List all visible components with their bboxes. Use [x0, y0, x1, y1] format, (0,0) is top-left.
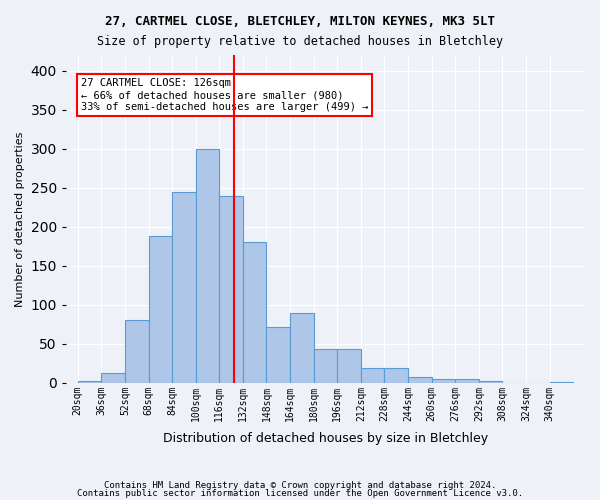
Bar: [431, 379, 455, 383]
Bar: [266, 326, 290, 383]
X-axis label: Distribution of detached houses by size in Bletchley: Distribution of detached houses by size …: [163, 432, 488, 445]
Y-axis label: Number of detached properties: Number of detached properties: [15, 131, 25, 306]
Bar: [220, 196, 243, 383]
Bar: [196, 148, 220, 383]
Bar: [243, 242, 266, 383]
Bar: [290, 312, 314, 383]
Bar: [125, 320, 149, 383]
Text: 27 CARTMEL CLOSE: 126sqm
← 66% of detached houses are smaller (980)
33% of semi-: 27 CARTMEL CLOSE: 126sqm ← 66% of detach…: [81, 78, 368, 112]
Bar: [149, 236, 172, 383]
Bar: [479, 382, 502, 383]
Bar: [385, 368, 408, 383]
Bar: [78, 380, 101, 383]
Bar: [101, 374, 125, 383]
Bar: [337, 350, 361, 383]
Text: 27, CARTMEL CLOSE, BLETCHLEY, MILTON KEYNES, MK3 5LT: 27, CARTMEL CLOSE, BLETCHLEY, MILTON KEY…: [105, 15, 495, 28]
Text: Contains HM Land Registry data © Crown copyright and database right 2024.: Contains HM Land Registry data © Crown c…: [104, 481, 496, 490]
Bar: [172, 192, 196, 383]
Bar: [361, 368, 385, 383]
Bar: [550, 382, 573, 383]
Text: Size of property relative to detached houses in Bletchley: Size of property relative to detached ho…: [97, 35, 503, 48]
Bar: [408, 376, 431, 383]
Text: Contains public sector information licensed under the Open Government Licence v3: Contains public sector information licen…: [77, 488, 523, 498]
Bar: [314, 350, 337, 383]
Bar: [455, 379, 479, 383]
